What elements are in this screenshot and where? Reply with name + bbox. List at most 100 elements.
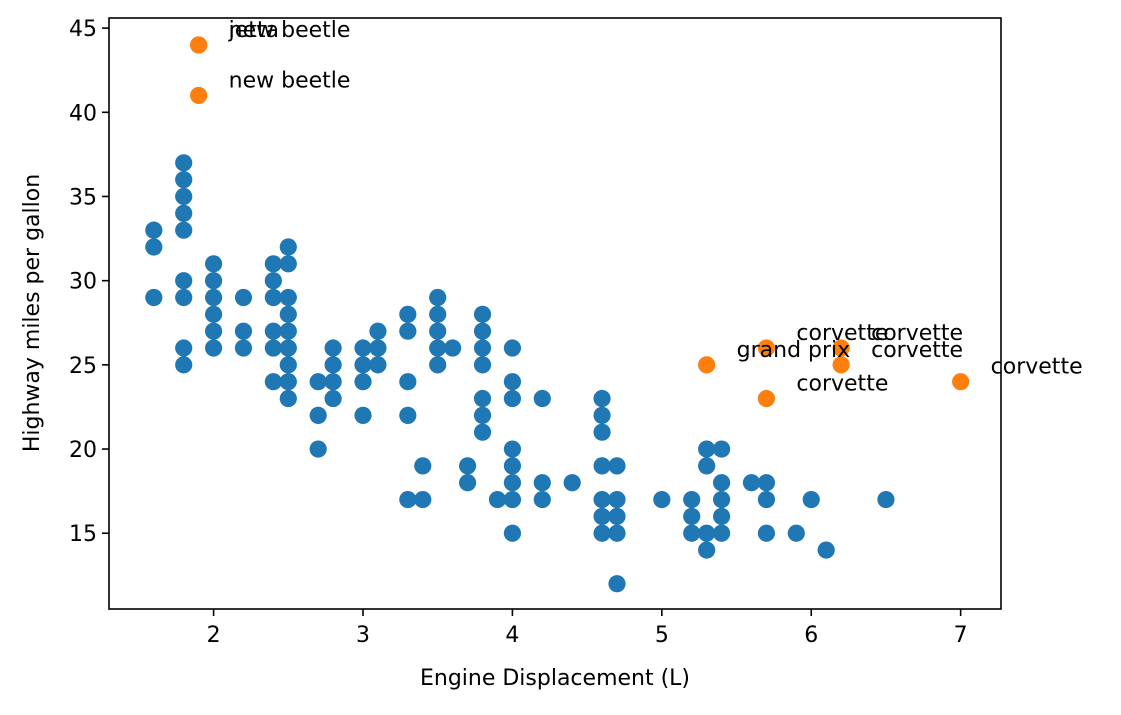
y-axis-label: Highway miles per gallon [20,174,45,452]
data-point [757,524,776,542]
plot-frame [108,17,1002,610]
data-point [175,204,193,222]
data-point [145,221,163,239]
outlier-point [190,36,208,54]
x-axis: 2 3 4 5 6 7 [207,609,968,648]
data-point [309,406,327,424]
data-point [324,373,342,391]
data-point [204,255,223,273]
y-tick-label: 40 [69,101,97,126]
x-tick-label: 4 [505,623,519,648]
data-point [145,238,163,256]
data-point [204,305,223,323]
data-point [503,457,522,475]
data-point [593,389,611,408]
point-annotation: corvette [991,355,1083,380]
point-annotation: corvette [871,338,963,363]
point-annotation: grand prix [737,338,851,363]
data-point [503,339,522,357]
data-point [324,389,342,408]
data-point [264,322,282,340]
data-point [593,490,611,509]
data-point [324,339,342,357]
data-point [742,474,761,492]
data-point [309,440,327,458]
x-tick-label: 3 [356,623,370,648]
data-point [264,288,282,307]
data-point [354,356,372,374]
data-point [698,541,716,559]
data-point [175,339,193,357]
y-axis: 15 20 25 30 35 40 45 [69,17,109,547]
data-point [369,356,387,374]
y-tick-label: 15 [69,522,97,547]
data-point [204,288,223,307]
data-point [817,541,835,559]
data-point [354,406,372,424]
data-point [399,373,417,391]
data-point [309,373,327,391]
data-point [593,524,611,542]
data-point [204,322,223,340]
data-point [503,474,522,492]
data-point [713,490,731,509]
data-point [877,490,895,509]
data-point [175,171,193,189]
data-point [444,339,462,357]
data-point [175,187,193,206]
data-point [698,524,716,542]
data-point [399,305,417,323]
y-tick-label: 20 [69,438,97,463]
data-point [713,524,731,542]
data-point [458,457,477,475]
data-point [608,524,626,542]
outlier-point [190,86,208,105]
outlier-point [698,356,716,374]
data-point [175,154,193,172]
data-point [683,524,701,542]
data-point [593,423,611,441]
point-annotation: corvette [796,321,888,346]
data-point [458,474,477,492]
data-point [175,221,193,239]
data-point [503,524,522,542]
data-point [473,356,492,374]
data-point [369,339,387,357]
point-annotation: new beetle [229,68,351,93]
y-tick-label: 35 [69,185,97,210]
data-point [354,373,372,391]
data-point [608,575,626,593]
data-point [593,457,611,475]
points-layer [145,36,970,593]
data-point [608,457,626,475]
data-point [757,490,776,509]
data-point [264,339,282,357]
data-point [683,507,701,525]
data-point [473,423,492,441]
data-point [533,490,551,509]
outlier-point [832,339,850,357]
outlier-point [757,389,776,408]
data-point [264,272,282,290]
data-point [713,507,731,525]
data-point [234,288,253,307]
data-point [429,305,447,323]
data-point [279,356,297,374]
data-point [473,406,492,424]
x-tick-label: 2 [207,623,221,648]
x-tick-label: 7 [954,623,968,648]
data-point [279,305,297,323]
data-point [503,490,522,509]
data-point [683,490,701,509]
x-tick-label: 5 [655,623,669,648]
data-point [369,322,387,340]
data-point [279,389,297,408]
data-point [473,305,492,323]
data-point [399,490,417,509]
data-point [264,255,282,273]
point-annotation: new beetle [229,18,351,43]
data-point [264,373,282,391]
data-point [757,474,776,492]
